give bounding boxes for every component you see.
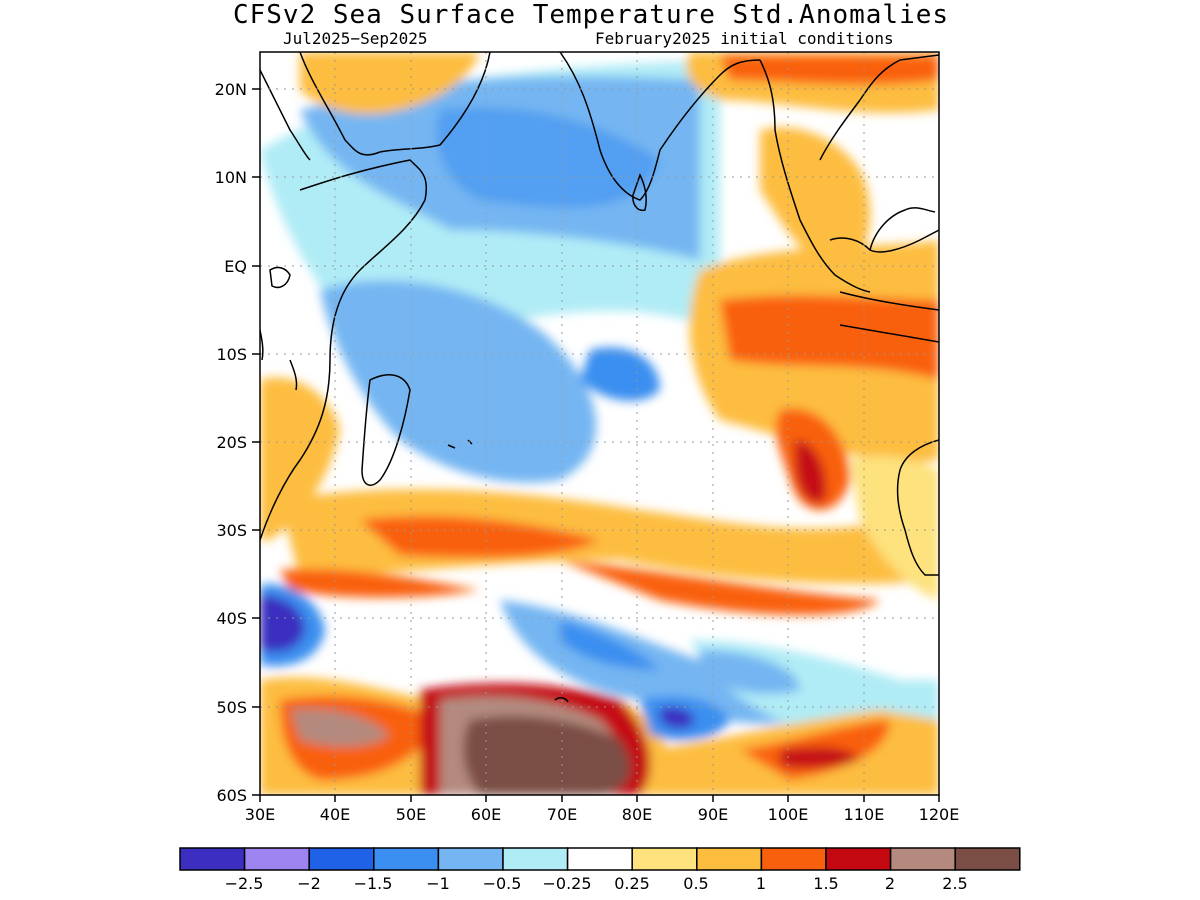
- lon-label: 70E: [547, 805, 577, 824]
- lon-label: 120E: [919, 805, 960, 824]
- lat-label: 50S: [216, 698, 247, 717]
- colorbar-label: −0.25: [542, 874, 591, 893]
- colorbar-label: 0.5: [683, 874, 708, 893]
- lon-label: 80E: [622, 805, 652, 824]
- lon-label: 40E: [320, 805, 350, 824]
- colorbar-label: −2.5: [225, 874, 264, 893]
- colorbar-labels: −2.5 −2 −1.5 −1 −0.5 −0.25 0.25 0.5 1 1.…: [225, 874, 968, 893]
- chart-title: CFSv2 Sea Surface Temperature Std.Anomal…: [232, 0, 950, 30]
- initial-conditions: February2025 initial conditions: [595, 29, 894, 48]
- forecast-period: Jul2025−Sep2025: [283, 29, 428, 48]
- colorbar-label: 1.5: [813, 874, 838, 893]
- colorbar-label: 2.5: [942, 874, 967, 893]
- colorbar-swatch: [437, 847, 504, 871]
- coastlines: [260, 52, 939, 703]
- colorbar-swatch: [502, 847, 569, 871]
- colorbar-swatch: [825, 847, 892, 871]
- colorbar-label: −2: [297, 874, 321, 893]
- colorbar-swatch: [308, 847, 375, 871]
- lat-label: 20S: [216, 433, 247, 452]
- gridlines: [260, 52, 939, 795]
- colorbar-swatch: [889, 847, 956, 871]
- colorbar-swatch: [373, 847, 440, 871]
- lat-label: 10S: [216, 345, 247, 364]
- colorbar-swatch: [954, 847, 1021, 871]
- colorbar-swatch: [696, 847, 763, 871]
- lat-label: 60S: [216, 786, 247, 805]
- colorbar-label: −0.5: [483, 874, 522, 893]
- colorbar-label: 1: [756, 874, 766, 893]
- lon-label: 50E: [396, 805, 426, 824]
- lat-label: 10N: [215, 168, 247, 187]
- lat-label: 30S: [216, 521, 247, 540]
- colorbar-label: −1.5: [354, 874, 393, 893]
- colorbar: [179, 847, 1021, 871]
- lat-label: 20N: [215, 80, 247, 99]
- lat-label: 40S: [216, 609, 247, 628]
- colorbar-label: −1: [426, 874, 450, 893]
- axis-ticks: [252, 88, 940, 802]
- colorbar-swatch: [566, 847, 633, 871]
- colorbar-label: 2: [885, 874, 895, 893]
- lon-label: 100E: [768, 805, 809, 824]
- lon-label: 110E: [844, 805, 885, 824]
- lon-label: 60E: [471, 805, 501, 824]
- map-frame: [259, 51, 940, 796]
- colorbar-swatch: [243, 847, 310, 871]
- colorbar-swatch: [631, 847, 698, 871]
- colorbar-swatch: [760, 847, 827, 871]
- lon-label: 30E: [245, 805, 275, 824]
- anomaly-field: [260, 52, 939, 795]
- lat-label: EQ: [224, 257, 247, 276]
- colorbar-label: 0.25: [614, 874, 650, 893]
- lon-label: 90E: [698, 805, 728, 824]
- colorbar-swatch: [179, 847, 246, 871]
